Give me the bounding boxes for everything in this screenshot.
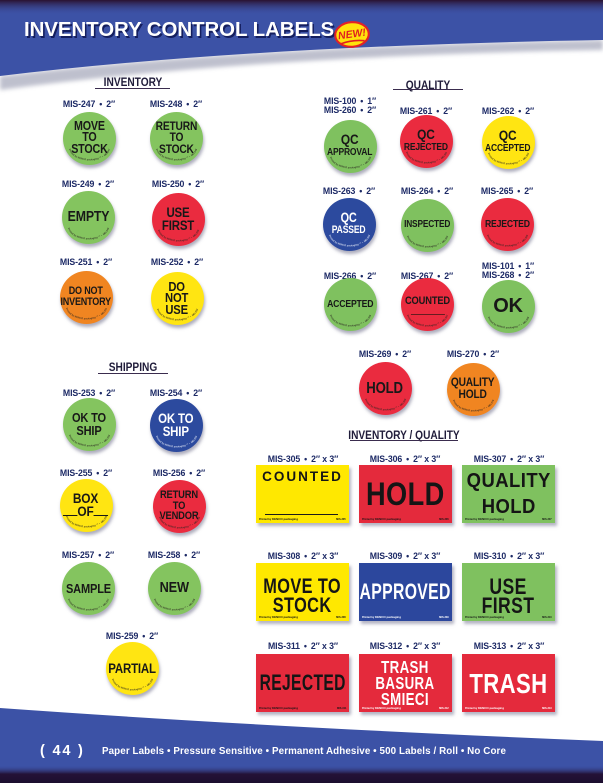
svg-text:Printed by KENCO packaging ™: Printed by KENCO packaging ™ • MIS-268 xyxy=(486,315,529,329)
svg-text:Printed by KENCO packaging ™: Printed by KENCO packaging ™ • MIS-249 xyxy=(66,226,109,240)
svg-text:Printed by KENCO packaging ™: Printed by KENCO packaging ™ • MIS-251 xyxy=(64,306,107,320)
svg-text:Printed by KENCO packaging ™: Printed by KENCO packaging ™ • MIS-266 xyxy=(328,313,371,327)
svg-text:Printed by KENCO packaging ™: Printed by KENCO packaging ™ • MIS-259 xyxy=(110,677,153,691)
svg-text:Printed by KENCO packaging ™: Printed by KENCO packaging ™ • MIS-258 xyxy=(152,597,195,611)
svg-text:Printed by KENCO packaging ™: Printed by KENCO packaging ™ • MIS-264 xyxy=(405,234,448,248)
svg-text:Printed by KENCO packaging ™: Printed by KENCO packaging ™ • MIS-257 xyxy=(66,597,109,611)
svg-text:Printed by KENCO packaging ™: Printed by KENCO packaging ™ • MIS-269 xyxy=(363,397,406,411)
svg-text:NEW!: NEW! xyxy=(337,27,367,43)
svg-text:Printed by KENCO packaging ™: Printed by KENCO packaging ™ • MIS-265 xyxy=(485,233,528,247)
